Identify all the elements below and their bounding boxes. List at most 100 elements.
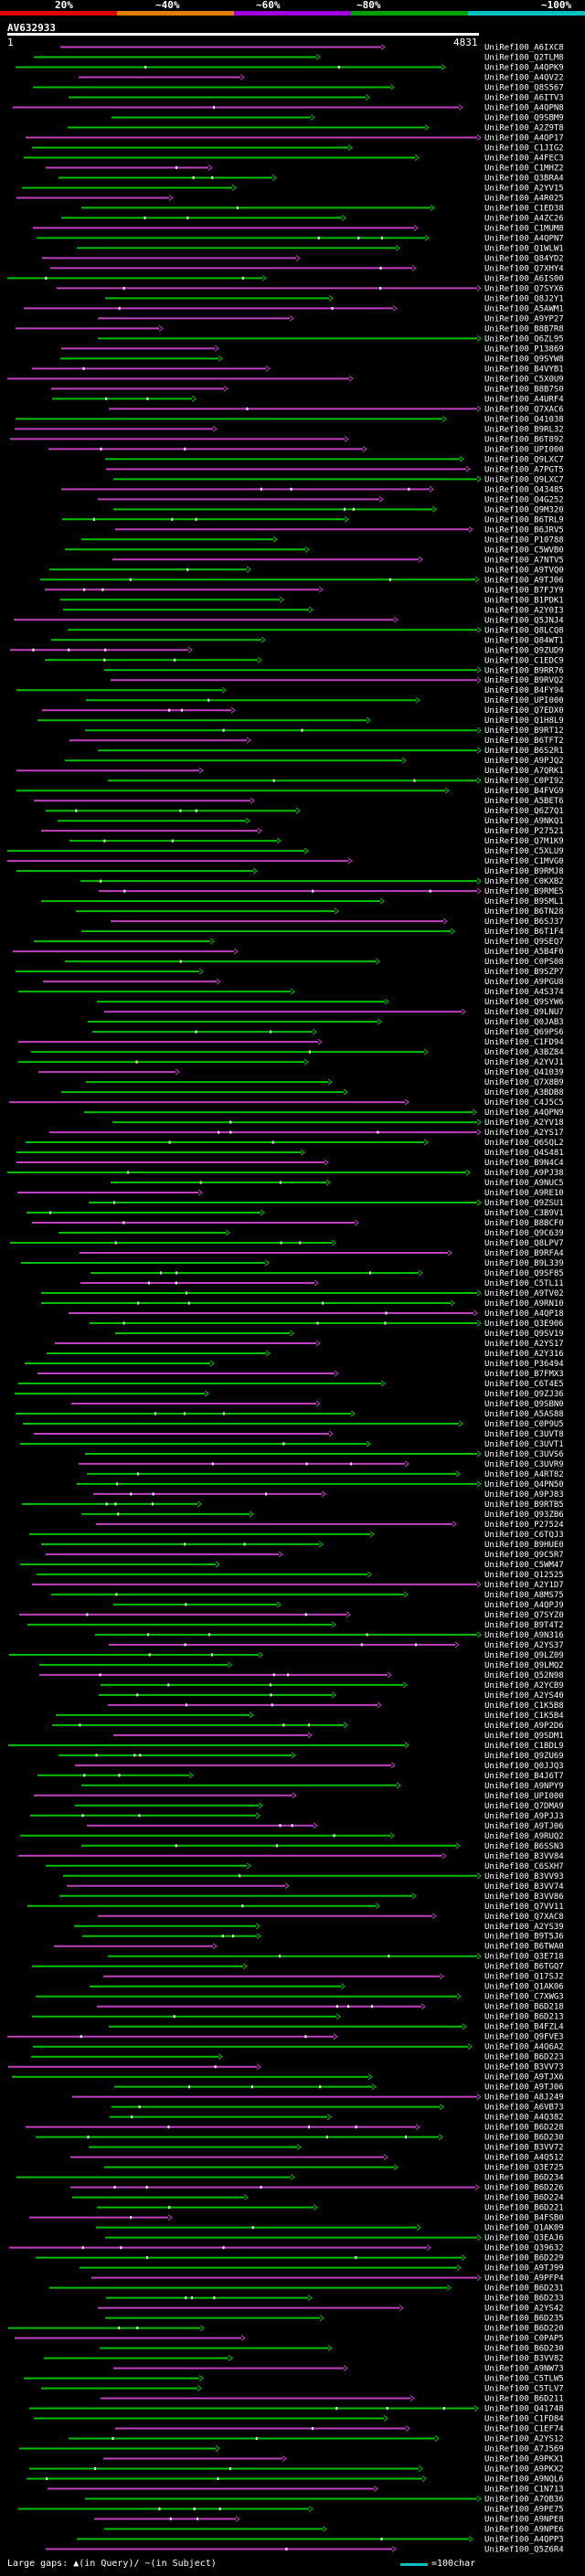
hit-label[interactable]: UniRef100_C6TQJ3 [484,1531,564,1540]
hit-label[interactable]: UniRef100_Q0JJQ3 [484,1762,564,1771]
hit-label[interactable]: UniRef100_Q7M1K9 [484,837,564,846]
hit-label[interactable]: UniRef100_A9NUC5 [484,1179,564,1188]
hit-label[interactable]: UniRef100_A2Y316 [484,1350,564,1359]
hit-label[interactable]: UniRef100_Q8S567 [484,83,564,92]
hit-label[interactable]: UniRef100_C1ED38 [484,204,564,213]
hit-label[interactable]: UniRef100_Q9ZUD9 [484,646,564,655]
hit-label[interactable]: UniRef100_C5X0U9 [484,375,564,384]
hit-label[interactable]: UniRef100_C1EF74 [484,2425,564,2434]
hit-label[interactable]: UniRef100_B6TN28 [484,907,564,917]
hit-label[interactable]: UniRef100_A2YS39 [484,1923,564,1932]
hit-label[interactable]: UniRef100_Q1WLW1 [484,244,564,253]
hit-label[interactable]: UniRef100_B1PDK1 [484,596,564,605]
hit-label[interactable]: UniRef100_C1MVG0 [484,857,564,866]
hit-label[interactable]: UniRef100_B8B7S0 [484,385,564,394]
hit-label[interactable]: UniRef100_Q6Z7Q1 [484,807,564,816]
hit-label[interactable]: UniRef100_A4QPJ9 [484,1601,564,1610]
hit-label[interactable]: UniRef100_B6D220 [484,2325,564,2334]
hit-label[interactable]: UniRef100_B3VV86 [484,1892,564,1902]
hit-label[interactable]: UniRef100_A9N316 [484,1631,564,1640]
hit-label[interactable]: UniRef100_B6T892 [484,435,564,444]
hit-label[interactable]: UniRef100_A6VB73 [484,2104,564,2113]
hit-label[interactable]: UniRef100_Q7XAC8 [484,1913,564,1922]
hit-label[interactable]: UniRef100_C1FD94 [484,1038,564,1047]
hit-label[interactable]: UniRef100_B9RVQ2 [484,676,564,685]
hit-label[interactable]: UniRef100_A6IS00 [484,274,564,283]
hit-label[interactable]: UniRef100_B4FVG9 [484,787,564,796]
hit-label[interactable]: UniRef100_B3VV73 [484,2063,564,2072]
hit-label[interactable]: UniRef100_A2YV15 [484,184,564,193]
hit-label[interactable]: UniRef100_A4QP18 [484,1309,564,1319]
hit-label[interactable]: UniRef100_A2YS17 [484,1340,564,1349]
hit-label[interactable]: UniRef100_Q4S481 [484,1149,564,1158]
hit-label[interactable]: UniRef100_A5AS88 [484,1410,564,1419]
hit-label[interactable]: UniRef100_C5WVB0 [484,546,564,555]
hit-label[interactable]: UniRef100_B6S2R1 [484,747,564,756]
hit-label[interactable]: UniRef100_B9RT12 [484,726,564,736]
hit-label[interactable]: UniRef100_Q9LXC7 [484,475,564,484]
hit-label[interactable]: UniRef100_A4QPK9 [484,63,564,72]
hit-label[interactable]: UniRef100_Q9C5R7 [484,1551,564,1560]
hit-label[interactable]: UniRef100_A9P2D6 [484,1722,564,1731]
hit-label[interactable]: UniRef100_B6D221 [484,2204,564,2213]
hit-label[interactable]: UniRef100_Q84YD2 [484,254,564,263]
hit-label[interactable]: UniRef100_A4S374 [484,988,564,997]
hit-label[interactable]: UniRef100_Q9SBM9 [484,113,564,122]
hit-label[interactable]: UniRef100_A2YS37 [484,1641,564,1650]
hit-label[interactable]: UniRef100_B4FSB0 [484,2214,564,2223]
hit-label[interactable]: UniRef100_A9NPE8 [484,2516,564,2525]
hit-label[interactable]: UniRef100_B6D213 [484,2013,564,2022]
hit-label[interactable]: UniRef100_P13869 [484,345,564,354]
hit-label[interactable]: UniRef100_C3UVT1 [484,1440,564,1449]
hit-label[interactable]: UniRef100_Q2TLM8 [484,53,564,62]
hit-label[interactable]: UniRef100_C1EDC9 [484,656,564,665]
hit-label[interactable]: UniRef100_B9RL32 [484,425,564,434]
hit-label[interactable]: UniRef100_B6T1F4 [484,928,564,937]
hit-label[interactable]: UniRef100_B6D211 [484,2395,564,2404]
hit-label[interactable]: UniRef100_Q9SV19 [484,1330,564,1339]
hit-label[interactable]: UniRef100_Q41039 [484,1068,564,1077]
hit-label[interactable]: UniRef100_B6TRL9 [484,515,564,525]
hit-label[interactable]: UniRef100_Q7SYX6 [484,284,564,293]
hit-label[interactable]: UniRef100_B6D231 [484,2284,564,2294]
hit-label[interactable]: UniRef100_B9N4C4 [484,1159,564,1168]
hit-label[interactable]: UniRef100_A7NTV5 [484,556,564,565]
hit-label[interactable]: UniRef100_C0KXB2 [484,877,564,886]
hit-label[interactable]: UniRef100_A7PGT5 [484,465,564,474]
hit-label[interactable]: UniRef100_A7QB36 [484,2496,564,2505]
hit-label[interactable]: UniRef100_C5XLU9 [484,847,564,856]
hit-label[interactable]: UniRef100_C3UVS6 [484,1450,564,1459]
hit-label[interactable]: UniRef100_Q3BRA4 [484,174,564,183]
hit-label[interactable]: UniRef100_A6ITV3 [484,93,564,102]
hit-label[interactable]: UniRef100_A2YCB9 [484,1681,564,1691]
hit-label[interactable]: UniRef100_A9PJ83 [484,1490,564,1500]
hit-label[interactable]: UniRef100_Q9LMQ2 [484,1661,564,1670]
hit-label[interactable]: UniRef100_P27524 [484,1521,564,1530]
hit-label[interactable]: UniRef100_UPI000 [484,1792,564,1801]
hit-label[interactable]: UniRef100_P36494 [484,1360,564,1369]
hit-label[interactable]: UniRef100_A4Q382 [484,2114,564,2123]
hit-label[interactable]: UniRef100_A4Q6A2 [484,2043,564,2052]
hit-label[interactable]: UniRef100_A9NW73 [484,2365,564,2374]
hit-label[interactable]: UniRef100_Q12525 [484,1571,564,1580]
hit-label[interactable]: UniRef100_A6IXC8 [484,43,564,52]
hit-label[interactable]: UniRef100_Q7X8B9 [484,1078,564,1087]
hit-label[interactable]: UniRef100_B9SZP7 [484,968,564,977]
hit-label[interactable]: UniRef100_Q7XAC6 [484,405,564,414]
hit-label[interactable]: UniRef100_C3B9V1 [484,1209,564,1218]
hit-label[interactable]: UniRef100_Q9SBN0 [484,1400,564,1409]
hit-label[interactable]: UniRef100_Q69PS6 [484,1028,564,1037]
hit-label[interactable]: UniRef100_A4QPN7 [484,234,564,243]
hit-label[interactable]: UniRef100_A4QPN8 [484,103,564,112]
hit-label[interactable]: UniRef100_A9RUQ2 [484,1832,564,1841]
hit-label[interactable]: UniRef100_C7XWG3 [484,1993,564,2002]
hit-label[interactable]: UniRef100_A9NKQ1 [484,817,564,826]
hit-label[interactable]: UniRef100_B6JRV5 [484,525,564,535]
hit-label[interactable]: UniRef100_B9RTB5 [484,1500,564,1510]
hit-label[interactable]: UniRef100_Q7EDX0 [484,706,564,716]
hit-label[interactable]: UniRef100_B4FZL4 [484,2023,564,2032]
hit-label[interactable]: UniRef100_B6SSN3 [484,1842,564,1851]
hit-label[interactable]: UniRef100_Q43485 [484,485,564,494]
hit-label[interactable]: UniRef100_A2Y1D7 [484,1581,564,1590]
hit-label[interactable]: UniRef100_A8J249 [484,2094,564,2103]
